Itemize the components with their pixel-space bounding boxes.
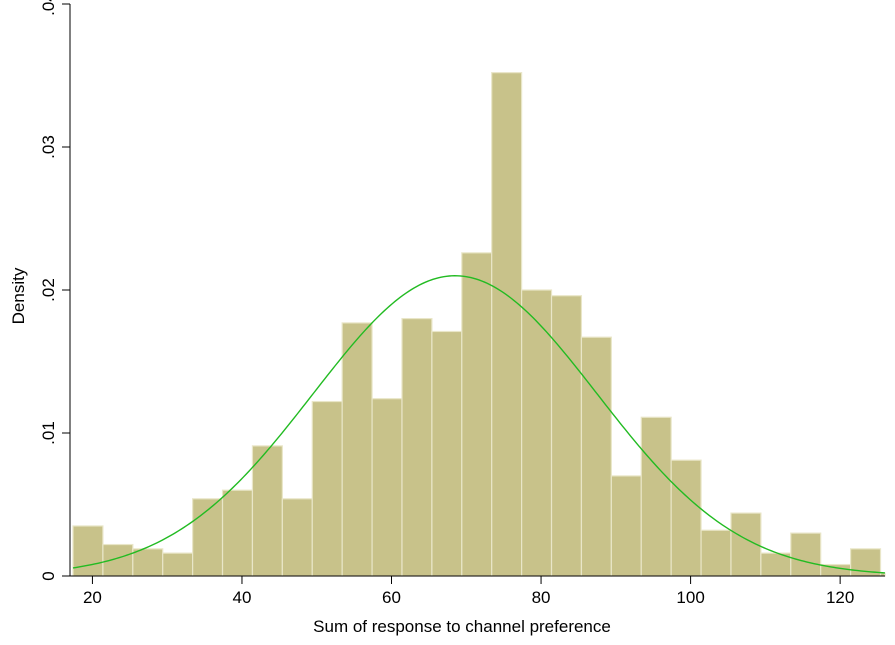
normal-density-curve (72, 275, 886, 574)
histogram-bar (192, 498, 224, 577)
histogram-bar (162, 552, 194, 577)
axes-group: 20 40 60 80 100 120 0 .01 .02 .03 .04 (39, 0, 885, 607)
histogram-bar (610, 475, 642, 577)
normal-curve-group (72, 275, 886, 574)
histogram-bar (461, 252, 493, 577)
histogram-bar (221, 489, 254, 577)
histogram-bar (790, 532, 822, 577)
histogram-bar (700, 529, 732, 577)
x-tick-label: 120 (826, 588, 854, 607)
x-tick-label: 80 (532, 588, 551, 607)
y-tick-label: 0 (39, 571, 58, 580)
x-tick-label: 20 (83, 588, 102, 607)
histogram-bar (670, 459, 702, 577)
y-tick-label: .03 (39, 135, 58, 159)
x-tick-label: 60 (382, 588, 401, 607)
histogram-bar (580, 336, 612, 577)
histogram-bar (132, 548, 164, 577)
y-tick-label: .04 (39, 0, 58, 16)
y-tick-label: .01 (39, 421, 58, 445)
x-axis-label: Sum of response to channel preference (313, 617, 611, 636)
histogram-bar (431, 330, 463, 577)
histogram-bar (401, 318, 433, 577)
histogram-bar (371, 398, 403, 577)
y-tick-label: .02 (39, 278, 58, 302)
histogram-bar (640, 416, 672, 577)
histogram-bar (550, 295, 583, 577)
histogram-bar (72, 525, 104, 577)
bars-group (72, 72, 886, 577)
histogram-bar (281, 498, 313, 577)
histogram-bar (311, 400, 343, 577)
histogram-bar (251, 445, 283, 577)
histogram-bar (341, 322, 373, 577)
histogram-bar (491, 72, 523, 577)
x-tick-label: 100 (676, 588, 704, 607)
x-tick-label: 40 (233, 588, 252, 607)
y-axis-label: Density (9, 267, 28, 324)
